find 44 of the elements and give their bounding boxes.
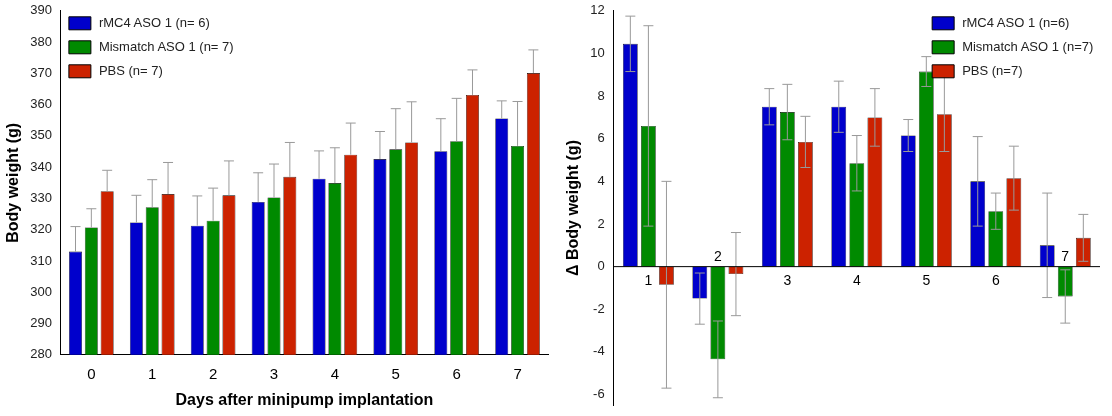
- legend-label: rMC4 ASO 1 (n=6): [962, 15, 1070, 31]
- y-tick-label: 280: [30, 346, 52, 362]
- y-tick-label: 8: [597, 87, 605, 103]
- x-axis-title: Days after minipump implantation: [175, 390, 434, 408]
- x-tick-label: 5: [391, 364, 400, 382]
- y-tick-label: 360: [30, 96, 52, 112]
- y-axis-title: Δ Body weight (g): [564, 140, 582, 276]
- y-tick-label: 340: [30, 158, 52, 174]
- y-tick-label: 390: [30, 2, 52, 18]
- y-axis-title: Body weight (g): [4, 122, 22, 243]
- x-tick-label: 1: [644, 272, 653, 289]
- x-tick-label: 2: [208, 364, 218, 382]
- y-tick-label: 290: [30, 315, 52, 331]
- y-tick-label: 300: [30, 283, 52, 299]
- y-tick-label: 2: [597, 215, 605, 231]
- y-tick-label: 350: [30, 127, 52, 143]
- x-tick-label: 7: [1061, 248, 1070, 265]
- legend-label: PBS (n= 7): [98, 63, 163, 79]
- y-tick-label: 4: [597, 172, 605, 188]
- x-tick-label: 5: [922, 272, 931, 289]
- y-tick-label: 12: [590, 2, 605, 18]
- x-tick-label: 4: [330, 364, 340, 382]
- y-tick-label: 320: [30, 221, 52, 237]
- x-tick-label: 6: [991, 272, 1000, 289]
- x-tick-label: 3: [269, 364, 279, 382]
- y-tick-label: -2: [593, 300, 605, 316]
- legend-label: rMC4 ASO 1 (n= 6): [98, 15, 210, 31]
- x-tick-label: 4: [852, 272, 861, 289]
- x-tick-label: 0: [87, 364, 96, 382]
- legend-label: Mismatch ASO 1 (n=7): [962, 39, 1094, 55]
- legend-label: Mismatch ASO 1 (n= 7): [98, 39, 234, 55]
- x-tick-label: 3: [783, 272, 792, 289]
- y-tick-label: 370: [30, 64, 52, 80]
- y-tick-label: 10: [590, 45, 605, 61]
- y-tick-label: -4: [593, 343, 605, 359]
- y-tick-label: -6: [593, 386, 605, 402]
- y-tick-label: 380: [30, 33, 52, 49]
- legend-label: PBS (n=7): [962, 63, 1023, 79]
- y-tick-label: 310: [30, 252, 52, 268]
- y-tick-label: 330: [30, 190, 52, 206]
- x-tick-label: 6: [452, 364, 461, 382]
- x-tick-label: 1: [148, 364, 157, 382]
- x-tick-label: 7: [513, 364, 522, 382]
- y-tick-label: 6: [597, 130, 605, 146]
